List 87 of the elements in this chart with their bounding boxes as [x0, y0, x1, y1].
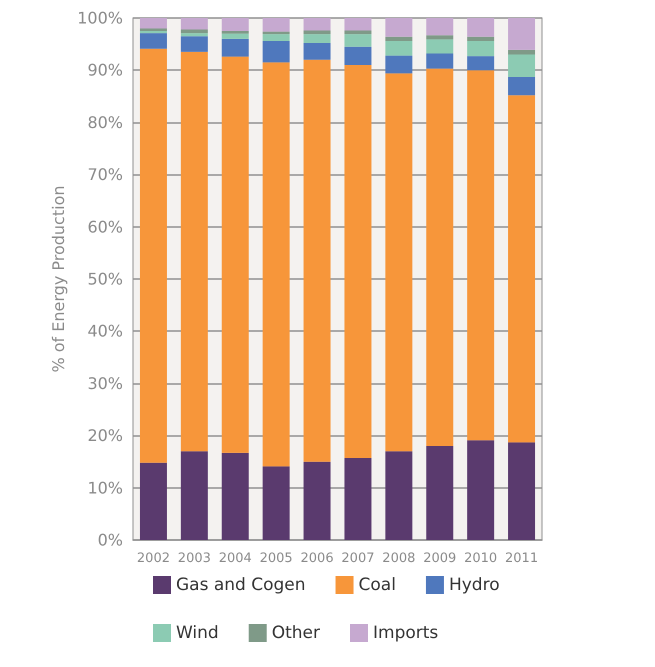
bar [344, 18, 372, 31]
x-tick-label: 2007 [341, 551, 374, 566]
bar [262, 62, 290, 466]
legend-label: Coal [358, 575, 396, 595]
bar [140, 28, 167, 32]
y-tick-label: 0% [98, 530, 123, 550]
x-tick-label: 2004 [218, 551, 252, 566]
bar [426, 446, 454, 540]
bar [467, 18, 494, 37]
bar [426, 68, 454, 446]
bar [467, 440, 494, 540]
bar [467, 36, 494, 41]
bar [344, 46, 372, 65]
bar [508, 76, 536, 96]
bar [222, 18, 249, 32]
bar [344, 34, 372, 47]
bar [140, 48, 167, 463]
bar [344, 30, 372, 34]
bar [180, 18, 208, 30]
bar [426, 35, 454, 40]
bar [426, 39, 454, 54]
bar [344, 64, 372, 458]
bar [140, 33, 167, 49]
bar [304, 34, 331, 44]
bar [222, 56, 249, 453]
y-tick-label: 80% [87, 112, 123, 132]
bar [180, 52, 208, 452]
bar [304, 18, 331, 31]
bar [508, 54, 536, 77]
bar [262, 466, 290, 540]
legend-label: Hydro [448, 575, 500, 595]
y-tick-label: 100% [77, 8, 123, 28]
x-tick-label: 2005 [260, 551, 293, 566]
bar [262, 34, 290, 41]
bar [467, 40, 494, 56]
bar [222, 452, 249, 540]
x-tick-label: 2008 [382, 551, 416, 566]
bar [180, 36, 208, 52]
x-tick-label: 2006 [300, 551, 334, 566]
y-tick-label: 20% [87, 426, 123, 446]
bar [385, 451, 412, 540]
y-tick-label: 30% [87, 374, 123, 393]
y-tick-label: 50% [87, 270, 123, 288]
bar [426, 53, 454, 69]
x-tick-label: 2003 [178, 551, 211, 566]
bar [508, 95, 536, 442]
y-tick-label: 40% [87, 322, 123, 341]
x-tick-label: 2011 [505, 551, 538, 566]
legend-label: Other [272, 623, 320, 643]
x-tick-label: 2002 [136, 551, 170, 566]
bar [508, 442, 536, 540]
bar [385, 73, 412, 452]
bar [304, 462, 331, 540]
bar [222, 34, 249, 39]
bar [467, 70, 494, 440]
y-tick-label: 10% [87, 478, 123, 498]
bar [304, 30, 331, 34]
bar [385, 18, 412, 37]
y-tick-label: 90% [87, 60, 123, 80]
bar [385, 40, 412, 56]
bar [222, 38, 249, 57]
bar [180, 29, 208, 34]
bar [385, 36, 412, 41]
y-axis-title: % of Energy Production [48, 185, 68, 373]
legend-label: Wind [176, 623, 219, 643]
bar [304, 60, 331, 462]
y-tick-label: 60% [87, 217, 123, 236]
legend-label: Gas and Cogen [176, 575, 306, 595]
bar [140, 462, 167, 540]
bar [262, 32, 290, 34]
legend-label: Imports [372, 623, 438, 643]
bar [467, 56, 494, 70]
bar [508, 50, 536, 55]
bar [304, 43, 331, 60]
y-tick-label: 70% [87, 165, 123, 184]
bar [180, 451, 208, 540]
bar [140, 18, 167, 28]
bar [180, 33, 208, 36]
bar [508, 18, 536, 50]
bar [426, 18, 454, 36]
bar [222, 31, 249, 34]
bar [262, 18, 290, 32]
x-tick-label: 2010 [464, 551, 498, 566]
bar [344, 458, 372, 540]
x-tick-label: 2009 [423, 551, 456, 566]
bar [262, 40, 290, 62]
bar [385, 56, 412, 74]
